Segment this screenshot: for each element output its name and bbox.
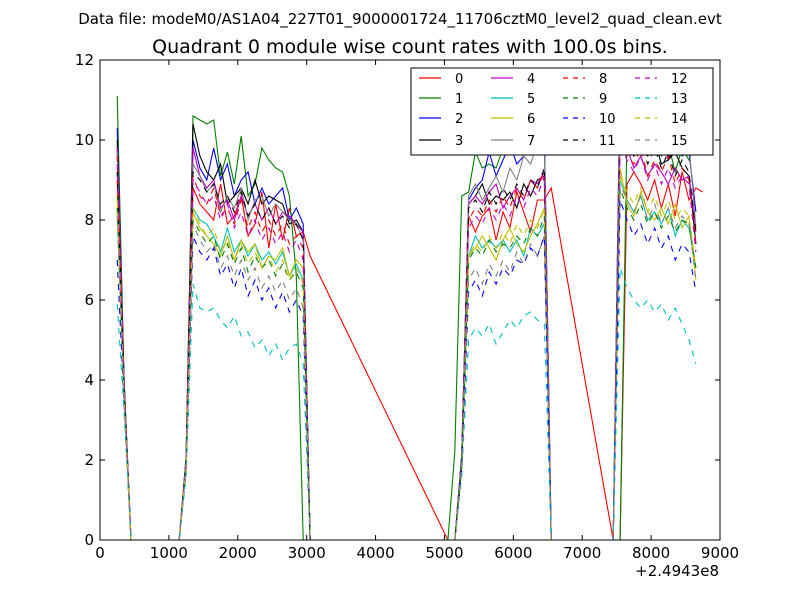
series-line-4 [116, 127, 697, 541]
legend-label-2: 2 [455, 112, 463, 127]
legend-label-11: 11 [599, 134, 616, 149]
x-tick-label: 2000 [219, 544, 257, 562]
series-line-9 [116, 187, 697, 541]
series-line-15 [116, 183, 697, 541]
legend-label-13: 13 [671, 92, 688, 107]
legend-label-5: 5 [527, 92, 535, 107]
legend-label-7: 7 [527, 134, 535, 149]
series-line-5 [116, 179, 697, 541]
x-tick-label: 7000 [563, 544, 601, 562]
axis-ticks: 0 1000 2000 3000 4000 5000 6000 7000 8000 9000 0 2 4… [75, 51, 739, 562]
y-tick-label: 6 [84, 291, 94, 309]
legend-frame [410, 67, 714, 156]
series-line-13 [116, 267, 697, 541]
x-tick-label: 8000 [632, 544, 670, 562]
y-tick-label: 8 [84, 211, 94, 229]
series-line-12 [116, 143, 697, 541]
series-line-11 [116, 123, 697, 541]
series-line-6 [116, 167, 697, 541]
x-tick-label: 6000 [494, 544, 532, 562]
x-tick-label: 9000 [701, 544, 739, 562]
legend-label-14: 14 [671, 112, 688, 127]
legend-label-9: 9 [599, 92, 607, 107]
y-tick-label: 10 [75, 131, 94, 149]
series-layer [116, 71, 704, 541]
legend-label-8: 8 [599, 72, 607, 87]
legend-label-3: 3 [455, 134, 463, 149]
x-tick-label: 0 [95, 544, 105, 562]
legend-label-15: 15 [671, 134, 688, 149]
y-tick-label: 0 [84, 531, 94, 549]
x-tick-label: 5000 [425, 544, 463, 562]
legend-label-10: 10 [599, 112, 616, 127]
legend-label-12: 12 [671, 72, 688, 87]
y-tick-label: 2 [84, 451, 94, 469]
legend-label-0: 0 [455, 72, 463, 87]
legend-label-6: 6 [527, 112, 535, 127]
y-tick-label: 4 [84, 371, 94, 389]
x-tick-label: 3000 [288, 544, 326, 562]
x-tick-label: 4000 [356, 544, 394, 562]
x-offset-label: +2.4943e8 [635, 562, 719, 580]
file-suptitle: Data file: modeM0/AS1A04_227T01_90000017… [78, 10, 722, 29]
legend-label-1: 1 [455, 92, 463, 107]
series-line-10 [116, 199, 697, 541]
series-line-14 [116, 175, 697, 541]
series-line-0 [116, 170, 704, 541]
x-tick-label: 1000 [150, 544, 188, 562]
chart-title: Quadrant 0 module wise count rates with … [152, 36, 668, 58]
y-tick-label: 12 [75, 51, 94, 69]
legend-label-4: 4 [527, 72, 535, 87]
series-line-7 [116, 90, 697, 541]
